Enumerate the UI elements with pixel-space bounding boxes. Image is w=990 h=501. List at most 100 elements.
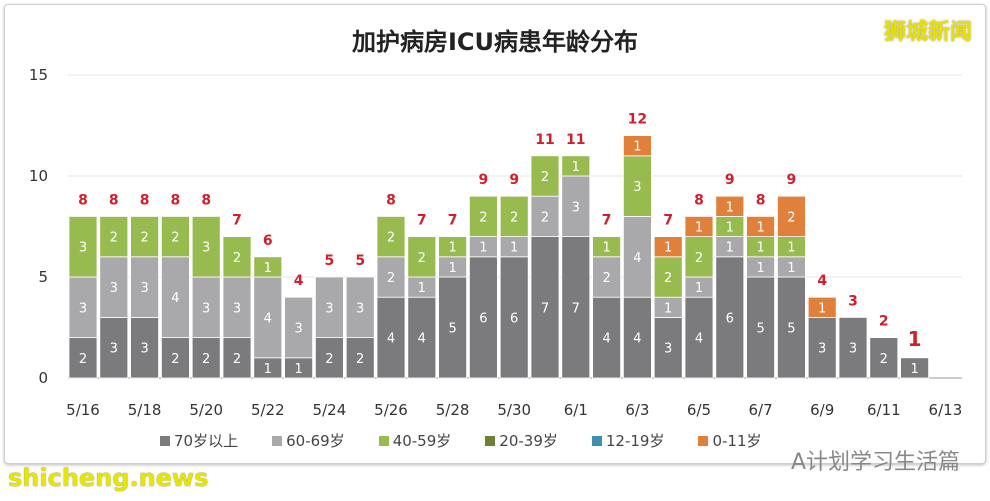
total-label: 9	[509, 172, 519, 188]
total-label: 5	[355, 253, 365, 269]
bar-segment	[68, 215, 98, 278]
bar-segment	[777, 195, 806, 237]
total-label: 8	[171, 192, 181, 208]
total-label: 8	[140, 192, 150, 208]
total-label: 11	[566, 132, 585, 148]
bar-segment-label: 1	[726, 200, 734, 215]
bar-segment-label: 3	[356, 301, 364, 316]
bar-segment-label: 2	[541, 170, 549, 185]
bar-segment	[530, 155, 560, 197]
bar-segment	[314, 276, 344, 338]
bar-segment-label: 1	[264, 362, 272, 377]
y-tick-label: 15	[29, 66, 48, 84]
bar-segment-label: 7	[572, 301, 580, 316]
bar-segment	[284, 296, 314, 359]
bar-segment	[99, 256, 129, 318]
bar-segment	[900, 357, 929, 379]
x-tick-label: 6/3	[625, 401, 649, 419]
x-tick-label: 5/24	[313, 401, 347, 419]
bar-segment-label: 2	[171, 352, 179, 367]
chart-plot: 0510152338332833282428233823271416134235…	[29, 66, 963, 419]
x-tick-label: 5/30	[497, 401, 531, 419]
bar-segment-label: 1	[756, 261, 764, 276]
bar-segment-label: 4	[602, 332, 610, 347]
bar-segment-label: 2	[387, 231, 395, 246]
bar-segment	[777, 276, 806, 379]
total-label: 5	[325, 253, 335, 269]
bar-segment-label: 6	[479, 311, 487, 326]
total-label: 9	[479, 172, 489, 188]
bar-segment-label: 1	[756, 221, 764, 236]
bar-segment-label: 3	[633, 180, 641, 195]
bar-segment-label: 2	[356, 352, 364, 367]
bar-segment	[499, 195, 529, 237]
bar-segment	[345, 276, 375, 338]
bar-segment	[623, 135, 652, 157]
bar-segment	[160, 215, 190, 258]
bar-segment	[715, 256, 745, 379]
bar-segment	[530, 195, 560, 237]
bar-segment	[222, 236, 252, 278]
total-label: 8	[109, 192, 119, 208]
bar-segment-label: 2	[202, 352, 210, 367]
bar-segment-label: 1	[664, 301, 672, 316]
bar-segment	[715, 195, 745, 217]
bar-segment-label: 2	[880, 352, 888, 367]
total-label: 7	[417, 213, 427, 229]
bar-segment-label: 1	[602, 241, 610, 256]
bar-segment-label: 2	[233, 352, 241, 367]
legend-item: 70岁以上	[160, 430, 238, 451]
bar-segment-label: 2	[79, 352, 87, 367]
bar-segment-label: 3	[110, 281, 118, 296]
total-label: 9	[787, 172, 797, 188]
bar-segment-label: 3	[294, 322, 302, 337]
legend-item: 12-19岁	[591, 430, 664, 451]
bar-segment-label: 1	[510, 241, 518, 256]
legend-swatch	[591, 435, 602, 446]
bar-segment	[561, 175, 591, 237]
bar-segment-label: 1	[726, 241, 734, 256]
x-tick-label: 5/20	[189, 401, 223, 419]
x-tick-label: 5/26	[374, 401, 408, 419]
bar-segment-label: 4	[695, 332, 703, 347]
bar-segment	[99, 316, 129, 379]
bar-segment-label: 3	[79, 241, 87, 256]
total-label: 11	[535, 132, 554, 148]
bar-segment-label: 2	[233, 251, 241, 266]
bar-segment	[746, 215, 775, 237]
total-label: 8	[756, 192, 766, 208]
bar-segment	[191, 215, 221, 278]
bar-segment-label: 3	[233, 301, 241, 316]
x-tick-label: 5/22	[251, 401, 285, 419]
bar-segment-label: 1	[633, 140, 641, 155]
bar-segment-label: 3	[202, 241, 210, 256]
bar-segment-label: 1	[695, 221, 703, 236]
x-tick-label: 6/7	[749, 401, 773, 419]
bar-segment	[653, 316, 683, 379]
bar-segment	[253, 256, 283, 278]
total-label: 4	[817, 273, 827, 289]
y-tick-label: 5	[38, 268, 48, 286]
x-tick-label: 6/13	[929, 401, 963, 419]
x-tick-label: 6/5	[687, 401, 711, 419]
bar-segment-label: 2	[602, 271, 610, 286]
bar-segment-label: 1	[418, 281, 426, 296]
bar-segment	[592, 236, 621, 258]
wechat-watermark: A计划学习生活篇	[790, 450, 960, 475]
total-label: 1	[908, 327, 922, 351]
bar-segment-label: 2	[695, 251, 703, 266]
bar-segment-label: 1	[572, 160, 580, 175]
bar-segment-label: 2	[787, 210, 795, 225]
bar-segment	[561, 155, 591, 177]
bar-segment	[438, 236, 468, 258]
total-label: 6	[263, 233, 273, 249]
bar-segment-label: 2	[418, 251, 426, 266]
bar-segment-label: 1	[756, 241, 764, 256]
bar-segment-label: 6	[510, 311, 518, 326]
legend-swatch	[378, 435, 389, 446]
bar-segment-label: 2	[325, 352, 333, 367]
bar-segment-label: 2	[387, 271, 395, 286]
bar-segment-label: 2	[110, 231, 118, 246]
bar-segment	[160, 256, 190, 338]
bar-segment-label: 4	[387, 332, 395, 347]
